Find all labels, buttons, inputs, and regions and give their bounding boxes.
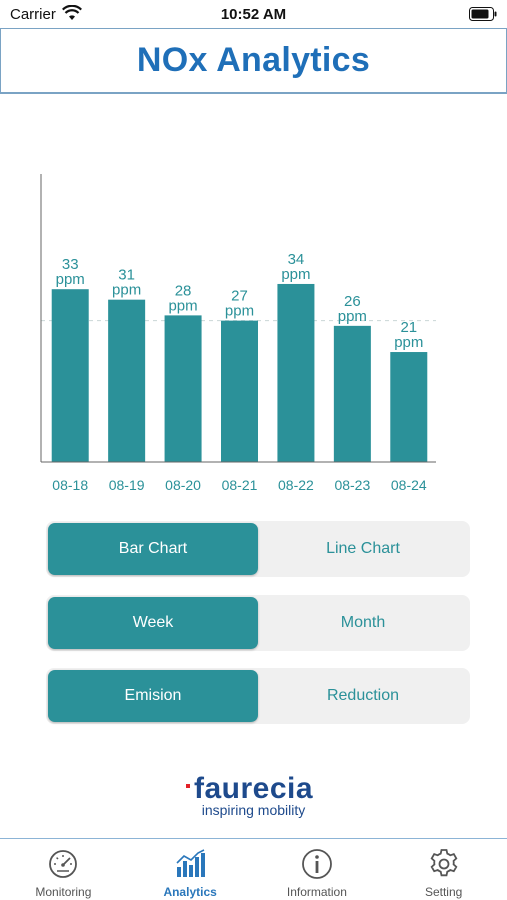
value-label-08-18: 33: [62, 256, 79, 273]
clock: 10:52 AM: [220, 6, 287, 23]
info-icon: [301, 849, 332, 879]
bar-08-24: [390, 352, 428, 462]
x-tick-08-21: 08-21: [222, 477, 258, 493]
nox-bar-chart: 33 ppm 08-18 31 ppm 08-19 28 ppm 08-20 27 ppm 08-21…: [0, 160, 507, 510]
bar-08-22: [277, 283, 315, 462]
logo-dot: [185, 784, 190, 788]
value-label-08-21: 27: [231, 288, 248, 305]
value-label-08-20: 28: [175, 282, 192, 299]
gear-icon: [430, 849, 458, 877]
logo-brand-text: faurecia: [193, 772, 314, 805]
bar-08-21: [221, 320, 258, 462]
battery-icon: [469, 7, 497, 21]
page-title: NOx Analytics: [136, 41, 371, 79]
bar-08-23: [333, 325, 371, 462]
chart-type-segment: Bar Chart Line Chart: [46, 521, 470, 577]
period-segment: Week Month: [46, 595, 470, 651]
value-label-08-19: 31: [118, 267, 135, 284]
line-chart-option[interactable]: Line Chart: [326, 540, 400, 557]
tab-information-label: Information: [286, 885, 347, 899]
tab-analytics[interactable]: Analytics: [127, 839, 254, 900]
logo-brand: faurecia: [185, 772, 314, 806]
unit-label-08-24: ppm: [394, 334, 423, 351]
tab-bar: Monitoring Analytics Information Setting: [0, 838, 507, 900]
unit-label-08-21: ppm: [225, 303, 254, 320]
chart-canvas: 33ppm08-1831ppm08-1928ppm08-2027ppm08-21…: [40, 174, 436, 493]
unit-label-08-18: ppm: [56, 271, 85, 288]
carrier-label: Carrier: [10, 6, 56, 23]
mode-segment: Emision Reduction: [46, 668, 470, 724]
tab-setting[interactable]: Setting: [380, 839, 507, 900]
tab-monitoring[interactable]: Monitoring: [0, 839, 127, 900]
bar-08-20: [164, 315, 202, 462]
bar-08-18: [51, 289, 89, 462]
value-label-08-22: 34: [288, 251, 305, 268]
bar-chart-option[interactable]: Bar Chart: [48, 523, 258, 575]
bar-chart-icon: [176, 849, 206, 877]
emision-option[interactable]: Emision: [48, 670, 258, 722]
wifi-icon: [62, 5, 82, 20]
x-tick-08-22: 08-22: [278, 477, 314, 493]
status-bar: Carrier 10:52 AM: [0, 0, 507, 28]
value-label-08-23: 26: [344, 293, 361, 310]
tab-information[interactable]: Information: [254, 839, 381, 900]
week-option[interactable]: Week: [48, 597, 258, 649]
reduction-option[interactable]: Reduction: [326, 687, 400, 704]
tab-setting-label: Setting: [424, 885, 463, 899]
header: NOx Analytics: [0, 28, 507, 94]
x-tick-08-20: 08-20: [165, 477, 201, 493]
tab-monitoring-label: Monitoring: [35, 885, 92, 899]
x-tick-08-23: 08-23: [334, 477, 370, 493]
unit-label-08-19: ppm: [112, 282, 141, 299]
unit-label-08-20: ppm: [168, 297, 197, 314]
bar-08-19: [108, 299, 146, 462]
unit-label-08-22: ppm: [281, 266, 310, 283]
value-label-08-24: 21: [400, 319, 417, 336]
faurecia-logo: faurecia inspiring mobility: [0, 772, 507, 818]
tab-analytics-label: Analytics: [163, 885, 217, 899]
speedometer-icon: [49, 850, 78, 878]
month-option[interactable]: Month: [340, 614, 386, 631]
x-tick-08-18: 08-18: [52, 477, 88, 493]
x-tick-08-19: 08-19: [109, 477, 145, 493]
unit-label-08-23: ppm: [338, 308, 367, 325]
logo-tagline: inspiring mobility: [201, 802, 306, 818]
x-tick-08-24: 08-24: [391, 477, 427, 493]
